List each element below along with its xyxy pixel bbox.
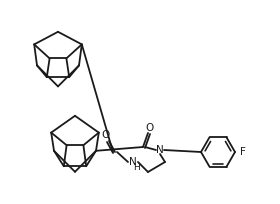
Text: F: F — [240, 147, 246, 157]
Text: O: O — [145, 123, 153, 133]
Text: O: O — [102, 130, 110, 140]
Text: H: H — [134, 163, 140, 173]
Text: N: N — [129, 157, 137, 167]
Text: N: N — [156, 145, 164, 155]
